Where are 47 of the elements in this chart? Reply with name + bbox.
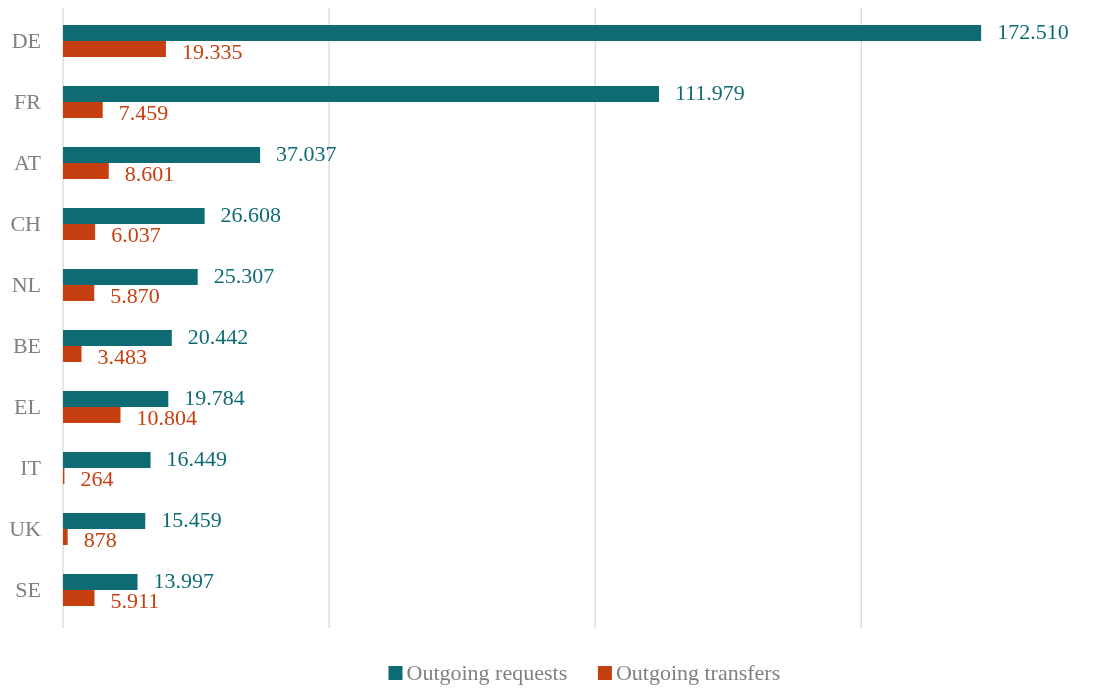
y-tick-label: NL — [11, 272, 41, 297]
y-tick-label: CH — [10, 211, 42, 236]
bar — [63, 147, 261, 163]
bar — [63, 41, 166, 57]
bar — [63, 208, 205, 224]
y-tick-label: BE — [12, 333, 41, 358]
data-label: 8.601 — [124, 161, 175, 186]
y-tick-label: AT — [14, 150, 42, 175]
y-tick-label: UK — [9, 516, 42, 541]
bar — [63, 102, 103, 118]
y-tick-label: EL — [14, 394, 41, 419]
data-label: 16.449 — [166, 446, 228, 471]
bar — [63, 269, 198, 285]
data-label: 15.459 — [161, 507, 222, 532]
data-label: 3.483 — [97, 344, 148, 369]
legend-label: Outgoing transfers — [615, 660, 781, 685]
y-tick-label: IT — [20, 455, 42, 480]
bar — [63, 86, 659, 102]
bar — [63, 574, 138, 590]
data-label: 25.307 — [213, 263, 275, 288]
data-label: 6.037 — [111, 222, 161, 247]
data-label: 878 — [83, 527, 117, 552]
bar — [63, 163, 109, 179]
legend-label: Outgoing requests — [406, 660, 568, 685]
data-label: 37.037 — [276, 141, 337, 166]
y-tick-label: DE — [11, 28, 41, 53]
bar — [63, 452, 151, 468]
bar — [63, 513, 146, 529]
data-label: 26.608 — [220, 202, 282, 227]
bar — [63, 407, 121, 423]
data-label: 19.335 — [181, 39, 243, 64]
data-label: 172.510 — [997, 19, 1069, 44]
bar — [63, 25, 982, 41]
bar — [63, 590, 95, 606]
data-label: 264 — [80, 466, 114, 491]
bar — [63, 224, 96, 240]
bar — [63, 330, 172, 346]
bar — [63, 391, 169, 407]
bar — [63, 346, 82, 362]
y-tick-label: FR — [14, 89, 42, 114]
data-label: 5.870 — [110, 283, 160, 308]
y-tick-label: SE — [15, 577, 41, 602]
bar — [63, 529, 68, 545]
data-label: 7.459 — [118, 100, 169, 125]
data-label: 111.979 — [674, 80, 745, 105]
data-label: 20.442 — [187, 324, 249, 349]
bar — [63, 285, 95, 301]
